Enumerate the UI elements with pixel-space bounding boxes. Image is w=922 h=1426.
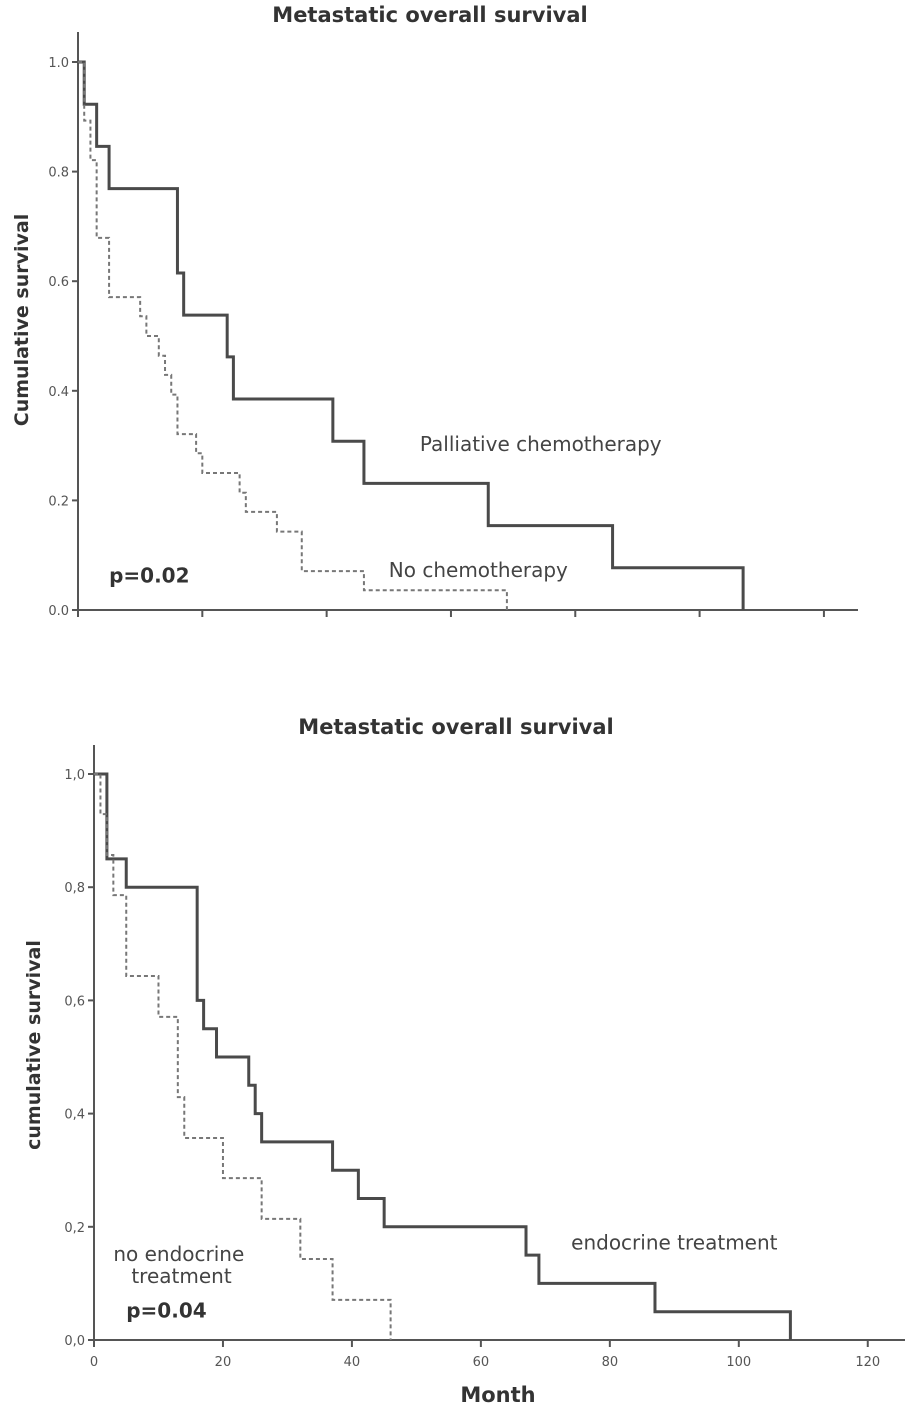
- km-chart-chemotherapy-svg: Metastatic overall survival Cumulative s…: [11, 3, 858, 619]
- km-chart-endocrine: Metastatic overall survival cumulative s…: [0, 700, 922, 1426]
- y-tick-label: 0.4: [48, 385, 69, 400]
- plot-area: 0.0 0.2 0.4 0.6 0.8 1.0 Palliative chemotherap…: [48, 32, 858, 619]
- series-annotation: no endocrine treatment: [113, 1242, 244, 1288]
- series-annotation: No chemotherapy: [389, 558, 568, 582]
- y-tick-label: 0.2: [48, 494, 69, 509]
- km-chart-endocrine-svg: Metastatic overall survival cumulative s…: [23, 715, 905, 1407]
- y-tick-label: 0,8: [64, 881, 85, 896]
- y-axis-label: Cumulative survival: [11, 214, 33, 426]
- x-axis-label: Month: [460, 1383, 535, 1407]
- y-tick-label: 0,6: [64, 994, 85, 1009]
- plot-area: 0,0 0,2 0,4 0,6 0,8 1,0 0 20 40 60 80 100 120 endocri…: [64, 745, 905, 1370]
- km-chart-chemotherapy: Metastatic overall survival Cumulative s…: [0, 0, 922, 700]
- y-tick-label: 0.0: [48, 604, 69, 619]
- chart-title: Metastatic overall survival: [298, 715, 613, 739]
- series-line-1: [78, 60, 745, 610]
- y-tick-label: 0,2: [64, 1221, 85, 1236]
- x-tick-label: 20: [215, 1355, 232, 1370]
- p-value-label: p=0.02: [109, 564, 189, 588]
- chart-title: Metastatic overall survival: [272, 3, 587, 27]
- y-tick-label: 1.0: [48, 56, 69, 71]
- x-tick-label: 120: [855, 1355, 880, 1370]
- y-axis-label: cumulative survival: [23, 940, 45, 1150]
- x-tick-label: 80: [602, 1355, 619, 1370]
- series-line-1: [94, 772, 792, 1340]
- x-tick-label: 0: [90, 1355, 98, 1370]
- x-tick-label: 60: [473, 1355, 490, 1370]
- series-annotation: endocrine treatment: [571, 1230, 778, 1254]
- p-value-label: p=0.04: [126, 1298, 206, 1322]
- series-annotation: Palliative chemotherapy: [420, 432, 662, 456]
- y-tick-label: 0.8: [48, 166, 69, 181]
- x-tick-label: 100: [726, 1355, 751, 1370]
- series-line-2: [94, 773, 392, 1340]
- x-tick-label: 40: [344, 1355, 361, 1370]
- y-tick-label: 1,0: [64, 768, 85, 783]
- y-tick-label: 0,0: [64, 1334, 85, 1349]
- y-tick-label: 0.6: [48, 275, 69, 290]
- series-line-2: [78, 61, 508, 610]
- y-tick-label: 0,4: [64, 1108, 85, 1123]
